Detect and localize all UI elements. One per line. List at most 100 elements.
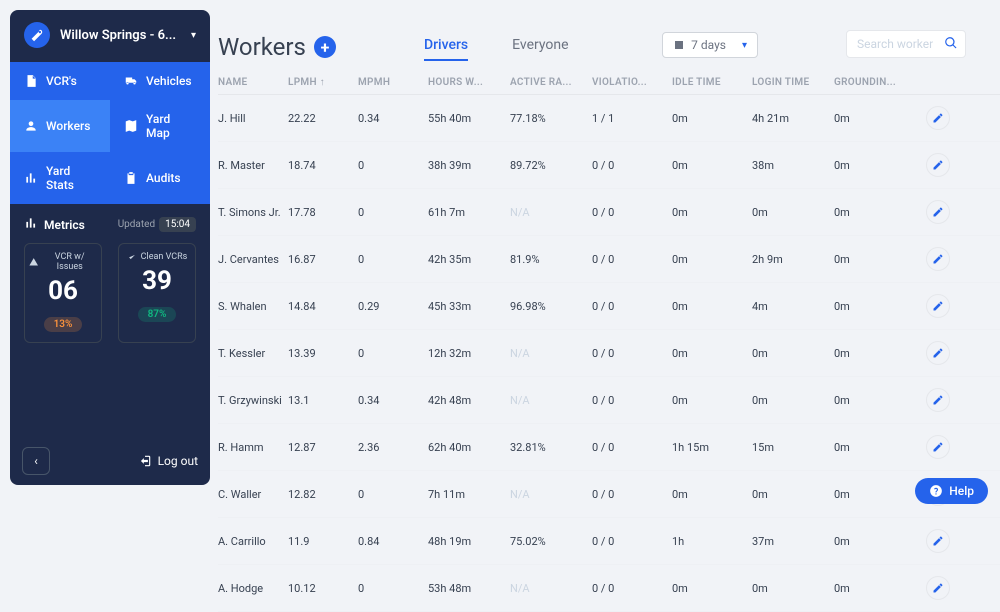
table-row[interactable]: J. Cervantes16.87042h 35m81.9%0 / 00m2h …: [218, 236, 1000, 283]
edit-row-button[interactable]: [926, 247, 950, 271]
tab-everyone[interactable]: Everyone: [512, 37, 568, 61]
cell-name: A. Hodge: [218, 582, 288, 595]
cell-hours: 42h 35m: [428, 253, 510, 266]
col-idle[interactable]: IDLE TIME: [672, 77, 752, 88]
edit-row-button[interactable]: [926, 576, 950, 600]
cell-lpmh: 13.39: [288, 347, 358, 360]
period-selector[interactable]: 7 days ▾: [662, 32, 758, 58]
cell-hours: 62h 40m: [428, 441, 510, 454]
nav-item-vehicles[interactable]: Vehicles: [110, 62, 210, 100]
cell-grounding: 0m: [834, 582, 916, 595]
table-row[interactable]: A. Carrillo11.90.8448h 19m75.02%0 / 01h3…: [218, 518, 1000, 565]
cell-lpmh: 13.1: [288, 394, 358, 407]
clean-count: 39: [123, 266, 191, 296]
edit-row-button[interactable]: [926, 294, 950, 318]
cell-violations: 0 / 0: [592, 347, 672, 360]
cell-violations: 0 / 0: [592, 488, 672, 501]
nav-item-yard-stats[interactable]: Yard Stats: [10, 152, 110, 204]
col-name[interactable]: NAME: [218, 77, 288, 88]
table-row[interactable]: C. Waller12.8207h 11mN/A0 / 00m0m0m: [218, 471, 1000, 518]
edit-row-button[interactable]: [926, 529, 950, 553]
cell-idle: 1h: [672, 535, 752, 548]
cell-hours: 55h 40m: [428, 112, 510, 125]
metric-tile-clean[interactable]: Clean VCRs 39 87%: [118, 243, 196, 343]
back-button[interactable]: ‹: [22, 447, 50, 475]
cell-active: N/A: [510, 394, 592, 407]
nav-label: Yard Stats: [46, 164, 96, 192]
tab-drivers[interactable]: Drivers: [424, 37, 468, 61]
cell-name: J. Cervantes: [218, 253, 288, 266]
cell-idle: 0m: [672, 488, 752, 501]
cell-login: 0m: [752, 206, 834, 219]
cell-login: 15m: [752, 441, 834, 454]
table-row[interactable]: T. Grzywinski13.10.3442h 48mN/A0 / 00m0m…: [218, 377, 1000, 424]
cell-grounding: 0m: [834, 394, 916, 407]
cell-violations: 0 / 0: [592, 582, 672, 595]
edit-row-button[interactable]: [926, 153, 950, 177]
nav-item-vcrs[interactable]: VCR's: [10, 62, 110, 100]
chevron-down-icon: ▾: [191, 30, 196, 41]
cell-name: T. Simons Jr.: [218, 206, 288, 219]
nav-label: Yard Map: [146, 112, 196, 140]
sidebar-footer: ‹ Log out: [10, 437, 210, 485]
table-row[interactable]: R. Hamm12.872.3662h 40m32.81%0 / 01h 15m…: [218, 424, 1000, 471]
cell-login: 37m: [752, 535, 834, 548]
cell-idle: 0m: [672, 112, 752, 125]
cell-active: N/A: [510, 488, 592, 501]
cell-hours: 45h 33m: [428, 300, 510, 313]
cell-mpmh: 0.84: [358, 535, 428, 548]
cell-idle: 0m: [672, 206, 752, 219]
edit-row-button[interactable]: [926, 106, 950, 130]
cell-mpmh: 0: [358, 206, 428, 219]
edit-row-button[interactable]: [926, 388, 950, 412]
cell-idle: 0m: [672, 300, 752, 313]
table-row[interactable]: T. Kessler13.39012h 32mN/A0 / 00m0m0m: [218, 330, 1000, 377]
location-selector[interactable]: Willow Springs - 6... ▾: [10, 10, 210, 60]
metric-tile-issues[interactable]: VCR w/ Issues 06 13%: [24, 243, 102, 343]
users-icon: [24, 119, 38, 133]
cell-lpmh: 12.87: [288, 441, 358, 454]
nav-item-yard-map[interactable]: Yard Map: [110, 100, 210, 152]
col-hours[interactable]: HOURS W...: [428, 77, 510, 88]
cell-violations: 0 / 0: [592, 300, 672, 313]
cell-login: 4m: [752, 300, 834, 313]
calendar-icon: [673, 39, 685, 51]
edit-row-button[interactable]: [926, 435, 950, 459]
cell-lpmh: 12.82: [288, 488, 358, 501]
edit-row-button[interactable]: [926, 341, 950, 365]
table-row[interactable]: R. Master18.74038h 39m89.72%0 / 00m38m0m: [218, 142, 1000, 189]
table-row[interactable]: A. Hodge10.12053h 48mN/A0 / 00m0m0m: [218, 565, 1000, 612]
cell-hours: 42h 48m: [428, 394, 510, 407]
cell-mpmh: 0: [358, 488, 428, 501]
cell-idle: 0m: [672, 253, 752, 266]
logout-button[interactable]: Log out: [138, 454, 198, 468]
cell-login: 2h 9m: [752, 253, 834, 266]
col-grounding[interactable]: GROUNDIN...: [834, 77, 916, 88]
add-worker-button[interactable]: +: [314, 36, 336, 58]
cell-mpmh: 0.34: [358, 394, 428, 407]
cell-active: 89.72%: [510, 159, 592, 172]
cell-active: 81.9%: [510, 253, 592, 266]
issues-pct: 13%: [44, 317, 83, 332]
col-violations[interactable]: VIOLATIO...: [592, 77, 672, 88]
col-active[interactable]: ACTIVE RA...: [510, 77, 592, 88]
col-login[interactable]: LOGIN TIME: [752, 77, 834, 88]
cell-grounding: 0m: [834, 112, 916, 125]
cell-mpmh: 0: [358, 347, 428, 360]
table-row[interactable]: S. Whalen14.840.2945h 33m96.98%0 / 00m4m…: [218, 283, 1000, 330]
edit-row-button[interactable]: [926, 200, 950, 224]
help-button[interactable]: Help: [915, 478, 988, 504]
map-icon: [124, 119, 138, 133]
table-row[interactable]: T. Simons Jr.17.78061h 7mN/A0 / 00m0m0m: [218, 189, 1000, 236]
col-mpmh[interactable]: MPMH: [358, 77, 428, 88]
cell-idle: 0m: [672, 347, 752, 360]
col-lpmh[interactable]: LPMH ↑: [288, 77, 358, 88]
cell-grounding: 0m: [834, 206, 916, 219]
table-row[interactable]: J. Hill22.220.3455h 40m77.18%1 / 10m4h 2…: [218, 95, 1000, 142]
cell-name: R. Hamm: [218, 441, 288, 454]
nav-item-workers[interactable]: Workers: [10, 100, 110, 152]
cell-active: N/A: [510, 582, 592, 595]
cell-login: 0m: [752, 347, 834, 360]
nav-item-audits[interactable]: Audits: [110, 152, 210, 204]
cell-mpmh: 0.34: [358, 112, 428, 125]
